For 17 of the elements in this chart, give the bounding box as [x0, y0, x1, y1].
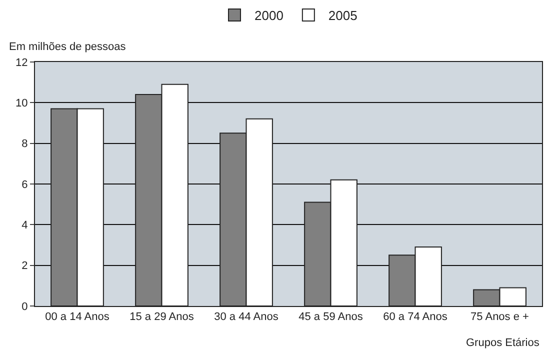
x-tick-label: 75 Anos e +	[470, 311, 529, 324]
x-tick-label: 45 a 59 Anos	[298, 311, 364, 324]
y-tick-label: 10	[16, 98, 28, 110]
y-tick-label: 0	[22, 300, 28, 313]
y-tick-label: 4	[22, 220, 28, 232]
y-tick-label: 8	[22, 138, 28, 150]
x-axis-title: Grupos Etários	[466, 337, 540, 349]
y-tick-label: 12	[16, 56, 28, 69]
y-tick-label: 2	[22, 260, 28, 272]
x-tick-label: 60 a 74 Anos	[383, 311, 448, 324]
legend-label: 2005	[328, 8, 358, 24]
x-tick-label: 30 a 44 Anos	[214, 311, 279, 324]
legend-label: 2000	[254, 8, 284, 24]
x-tick-label: 00 a 14 Anos	[45, 311, 110, 324]
y-axis-title: Em milhões de pessoas	[9, 41, 126, 53]
x-tick-label: 15 a 29 Anos	[130, 311, 194, 324]
y-tick-label: 6	[22, 178, 28, 191]
